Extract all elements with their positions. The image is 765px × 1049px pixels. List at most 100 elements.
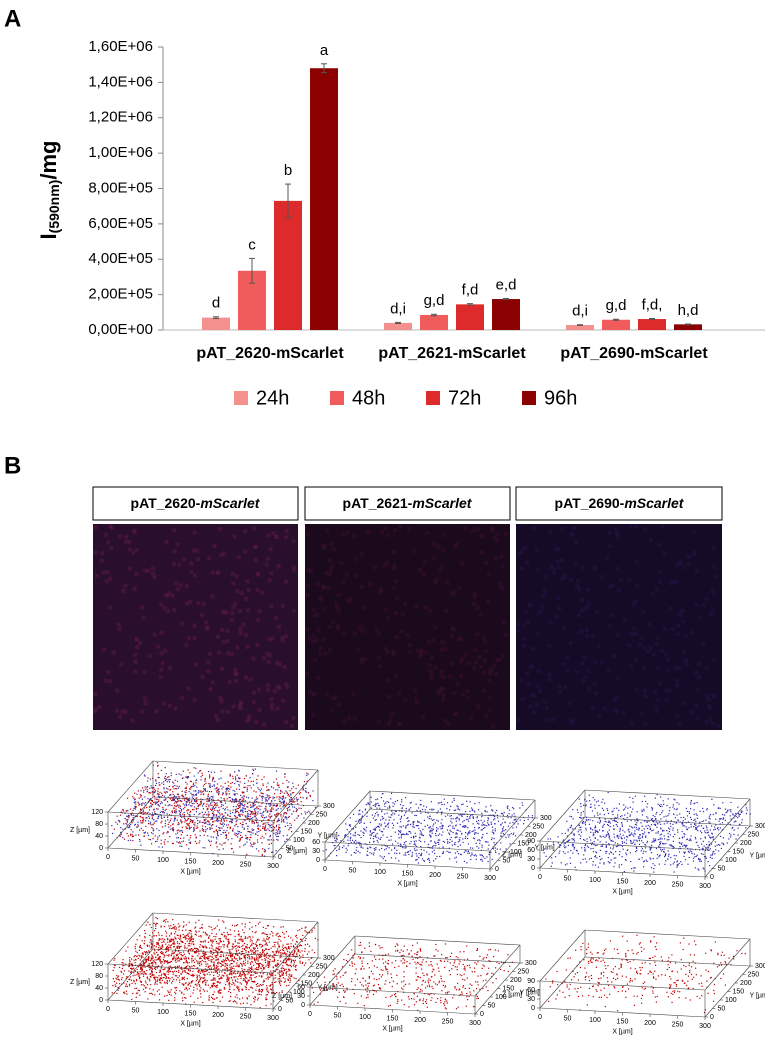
image-speck: [558, 690, 562, 694]
image-speck: [682, 650, 686, 654]
voxel-dot: [550, 838, 551, 839]
voxel-dot: [603, 836, 604, 837]
voxel-dot: [257, 775, 258, 776]
voxel-dot: [297, 799, 298, 800]
voxel-dot: [582, 822, 583, 823]
voxel-dot: [151, 787, 152, 788]
voxel-dot: [123, 810, 124, 811]
voxel-dot: [127, 820, 128, 821]
voxel-dot: [706, 827, 707, 828]
voxel-dot: [284, 812, 285, 813]
voxel-dot: [223, 808, 224, 809]
image-speck: [554, 547, 558, 551]
voxel-dot: [404, 842, 405, 843]
voxel-dot: [498, 853, 499, 854]
voxel-dot: [155, 979, 156, 980]
header-italic: mScarlet: [412, 495, 472, 511]
image-speck: [531, 526, 535, 530]
voxel-dot: [440, 822, 441, 823]
voxel-dot: [207, 821, 208, 822]
significance-letter: d,i: [390, 300, 406, 317]
image-speck: [475, 632, 479, 636]
voxel-dot: [212, 821, 213, 822]
voxel-dot: [664, 838, 665, 839]
voxel-dot: [605, 819, 606, 820]
image-speck: [535, 568, 539, 572]
voxel-dot: [119, 820, 120, 821]
image-speck: [665, 653, 669, 657]
voxel-dot: [225, 812, 226, 813]
voxel-dot: [140, 820, 141, 821]
image-speck: [118, 627, 122, 631]
voxel-dot: [630, 814, 631, 815]
voxel-dot: [451, 841, 452, 842]
voxel-dot: [169, 822, 170, 823]
voxel-dot: [660, 828, 661, 829]
voxel-dot: [590, 804, 591, 805]
image-speck: [233, 668, 237, 672]
voxel-dot: [410, 802, 411, 803]
y-tick-label: 4,00E+05: [88, 250, 153, 267]
voxel-dot: [182, 970, 183, 971]
y-tick-label: 0: [278, 854, 282, 861]
voxel-dot: [398, 834, 399, 835]
image-speck: [609, 613, 613, 617]
voxel-dot: [502, 828, 503, 829]
voxel-dot: [253, 784, 254, 785]
image-speck: [317, 628, 321, 632]
voxel-dot: [228, 791, 229, 792]
image-speck: [556, 560, 560, 564]
voxel-dot: [707, 850, 708, 851]
voxel-dot: [491, 839, 492, 840]
voxel-dot: [253, 803, 254, 804]
voxel-dot: [355, 852, 356, 853]
image-speck: [419, 652, 423, 656]
voxel-dot: [482, 834, 483, 835]
image-speck: [529, 665, 533, 669]
voxel-dot: [192, 949, 193, 950]
voxel-dot: [381, 856, 382, 857]
image-speck: [653, 691, 657, 695]
voxel-dot: [477, 816, 478, 817]
voxel-dot: [401, 817, 402, 818]
image-speck: [334, 601, 338, 605]
voxel-dot: [154, 798, 155, 799]
voxel-dot: [397, 823, 398, 824]
voxel-dot: [673, 863, 674, 864]
voxel-dot: [716, 845, 717, 846]
image-speck: [281, 699, 285, 703]
voxel-dot: [181, 969, 182, 970]
voxel-dot: [481, 854, 482, 855]
voxel-dot: [419, 833, 420, 834]
image-speck: [119, 662, 123, 666]
voxel-dot: [585, 844, 586, 845]
voxel-dot: [169, 994, 170, 995]
voxel-dot: [143, 817, 144, 818]
voxel-dot: [444, 842, 445, 843]
voxel-dot: [689, 857, 690, 858]
voxel-dot: [608, 857, 609, 858]
voxel-dot: [457, 808, 458, 809]
voxel-dot: [395, 832, 396, 833]
voxel-dot: [207, 809, 208, 810]
voxel-dot: [624, 837, 625, 838]
voxel-dot: [470, 815, 471, 816]
voxel-dot: [532, 815, 533, 816]
image-speck: [493, 536, 497, 540]
voxel-dot: [439, 856, 440, 857]
voxel-dot: [403, 844, 404, 845]
voxel-dot: [385, 819, 386, 820]
voxel-dot: [682, 824, 683, 825]
image-speck: [551, 717, 555, 721]
y-tick-label: 300: [540, 815, 552, 822]
voxel-dot: [196, 818, 197, 819]
voxel-dot: [256, 801, 257, 802]
voxel-dot: [656, 813, 657, 814]
voxel-dot: [182, 791, 183, 792]
voxel-dot: [161, 840, 162, 841]
voxel-dot: [190, 781, 191, 782]
voxel-dot: [603, 825, 604, 826]
voxel-dot: [205, 778, 206, 779]
voxel-dot: [276, 839, 277, 840]
voxel-dot: [707, 829, 708, 830]
